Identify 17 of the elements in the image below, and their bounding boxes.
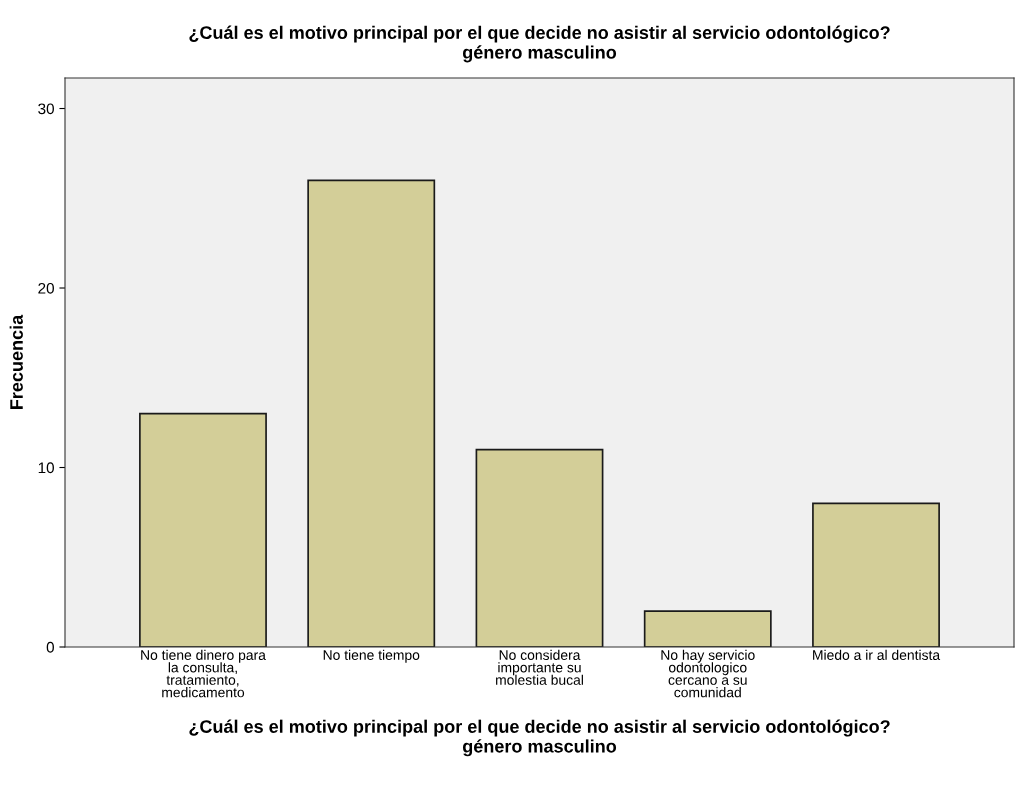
y-tick-label: 0 bbox=[46, 641, 54, 653]
y-tick-label: 10 bbox=[38, 462, 54, 474]
chart-title: ¿Cuál es el motivo principal por el que decide no asistir al servicio odontológico? género masculino bbox=[189, 25, 890, 63]
bar bbox=[307, 179, 436, 647]
x-tick-label: No considera importante su molestia bucal bbox=[496, 649, 583, 685]
x-tick-label: Miedo a ir al dentista bbox=[813, 649, 941, 660]
bar bbox=[475, 448, 604, 647]
x-tick-label: No tiene tiempo bbox=[323, 649, 420, 663]
x-axis-title: ¿Cuál es el motivo principal por el que decide no asistir al servicio odontológico? género masculino bbox=[189, 719, 890, 757]
y-tick-label: 20 bbox=[38, 282, 54, 294]
y-axis-title: Frecuencia bbox=[9, 314, 23, 409]
bar bbox=[812, 502, 940, 647]
x-tick-label: No tiene dinero para la consulta, tratamiento, medicamento bbox=[141, 649, 266, 698]
x-tick-label: No hay servicio odontologico cercano a su comunidad bbox=[661, 649, 755, 698]
bar bbox=[643, 610, 772, 647]
y-tick-label: 30 bbox=[38, 103, 54, 115]
bar bbox=[139, 412, 267, 647]
